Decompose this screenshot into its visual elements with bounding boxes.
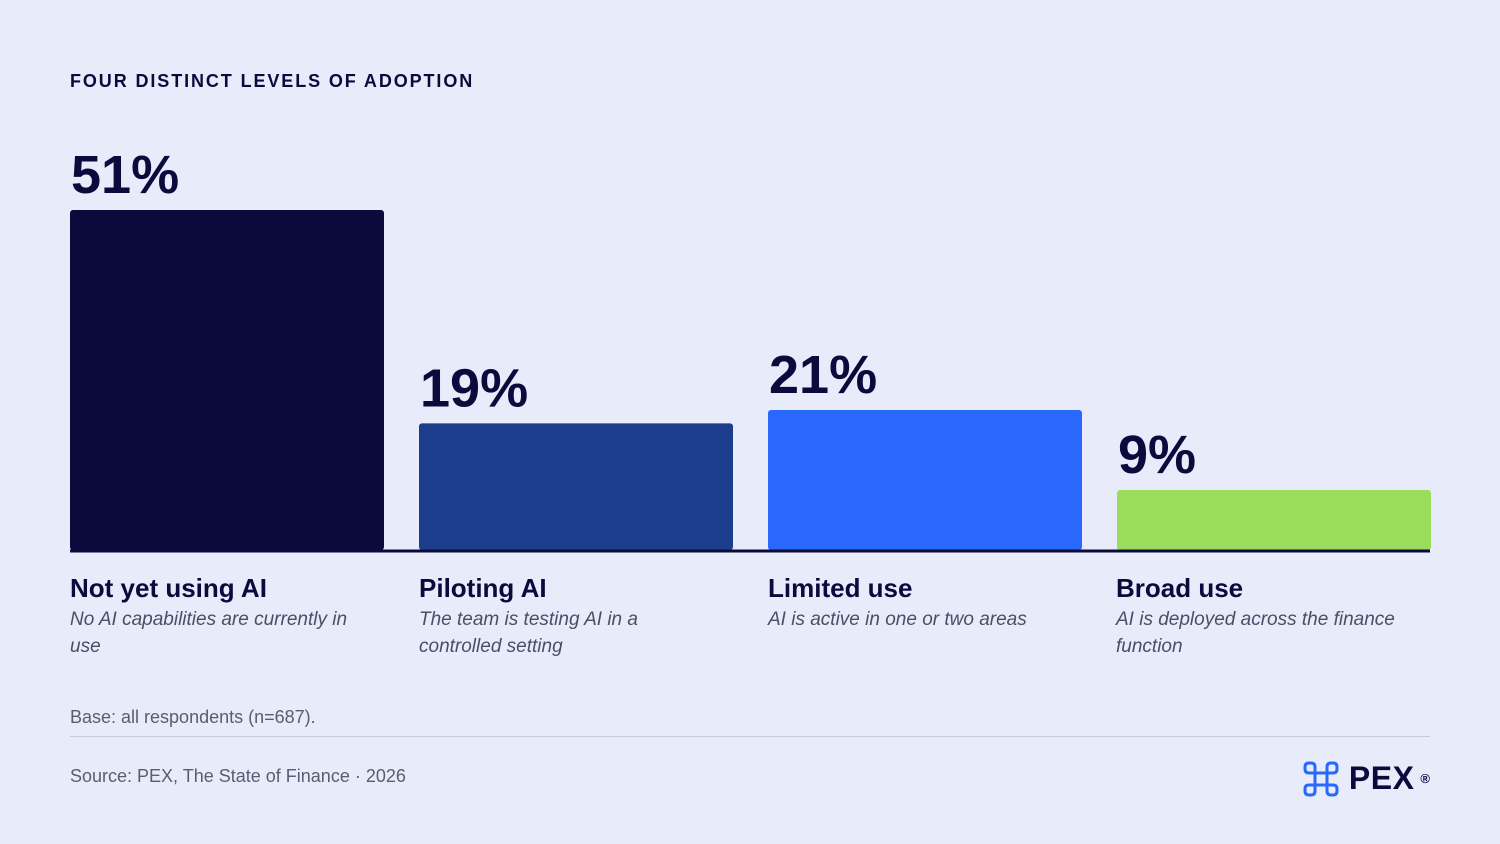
value-label: 51% — [71, 145, 179, 205]
category-description: The team is testing AI in a controlled s… — [419, 609, 638, 657]
chart-title: FOUR DISTINCT LEVELS OF ADOPTION — [70, 71, 475, 91]
source-note: Source: PEX, The State of Finance · 2026 — [70, 766, 406, 786]
bar-broad-use — [1117, 490, 1431, 550]
category-label: Piloting AI — [419, 573, 547, 603]
value-label: 9% — [1118, 425, 1196, 485]
value-label: 21% — [769, 345, 877, 405]
category-description: AI is active in one or two areas — [768, 609, 1027, 630]
category-label: Limited use — [768, 573, 913, 603]
bars-group — [70, 210, 1431, 550]
bar-limited-use — [768, 410, 1082, 550]
category-block-broad: Broad use AI is deployed across the fina… — [1116, 572, 1430, 660]
bar-chart: 51% 19% 21% 9% — [70, 145, 1431, 553]
category-description: No AI capabilities are currently in use — [70, 609, 348, 657]
category-block-piloting: Piloting AI The team is testing AI in a … — [419, 572, 733, 660]
footer-divider — [70, 736, 1430, 737]
value-labels-group: 51% 19% 21% 9% — [71, 145, 1196, 485]
category-label: Broad use — [1116, 573, 1244, 603]
category-block-not-yet: Not yet using AI No AI capabilities are … — [70, 572, 384, 660]
value-label: 19% — [420, 358, 528, 418]
category-block-limited: Limited use AI is active in one or two a… — [768, 572, 1082, 633]
logo-text: PEX — [1348, 760, 1415, 796]
category-label: Not yet using AI — [70, 573, 267, 603]
command-key-icon — [1303, 761, 1339, 796]
registered-mark: ® — [1420, 771, 1430, 786]
bar-piloting-ai — [419, 423, 733, 550]
pex-logo: PEX ® — [1303, 760, 1430, 797]
category-description: AI is deployed across the finance functi… — [1116, 609, 1395, 657]
base-note: Base: all respondents (n=687). — [70, 707, 316, 727]
bar-not-yet-using-ai — [70, 210, 384, 550]
